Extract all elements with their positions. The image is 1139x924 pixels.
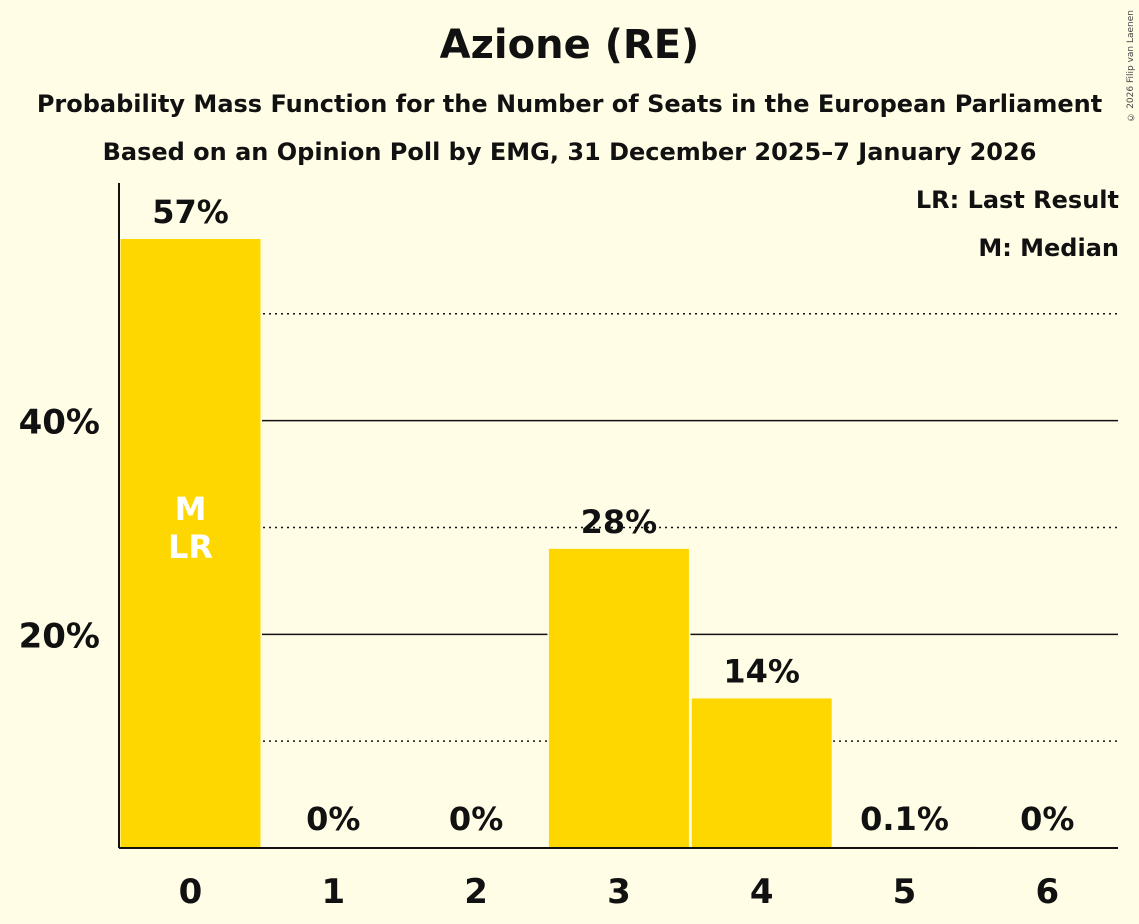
data-label: 0%: [306, 800, 360, 838]
chart-title: Azione (RE): [439, 22, 700, 68]
y-tick-label: 40%: [19, 403, 100, 443]
x-tick-label: 6: [1035, 872, 1059, 912]
legend-last-result: LR: Last Result: [915, 186, 1119, 214]
median-marker: M: [175, 490, 207, 528]
x-tick-label: 0: [179, 872, 203, 912]
chart-subtitle: Probability Mass Function for the Number…: [36, 90, 1103, 118]
data-label: 14%: [723, 652, 800, 690]
y-tick-label: 20%: [19, 616, 100, 656]
legend-median: M: Median: [978, 234, 1119, 262]
data-label: 0%: [449, 800, 503, 838]
data-label: 0%: [1020, 800, 1074, 838]
x-tick-label: 2: [464, 872, 488, 912]
poll-note: Based on an Opinion Poll by EMG, 31 Dece…: [102, 138, 1037, 166]
x-tick-label: 3: [607, 872, 631, 912]
x-tick-label: 1: [321, 872, 345, 912]
data-label: 28%: [581, 503, 658, 541]
data-label: 0.1%: [860, 800, 949, 838]
bar-seat-4: [691, 698, 832, 848]
last-result-marker: LR: [168, 528, 213, 566]
bar-seat-0: [120, 239, 261, 848]
x-tick-label: 4: [750, 872, 774, 912]
x-tick-label: 5: [893, 872, 917, 912]
data-label: 57%: [152, 193, 229, 231]
bar-seat-3: [548, 548, 689, 848]
